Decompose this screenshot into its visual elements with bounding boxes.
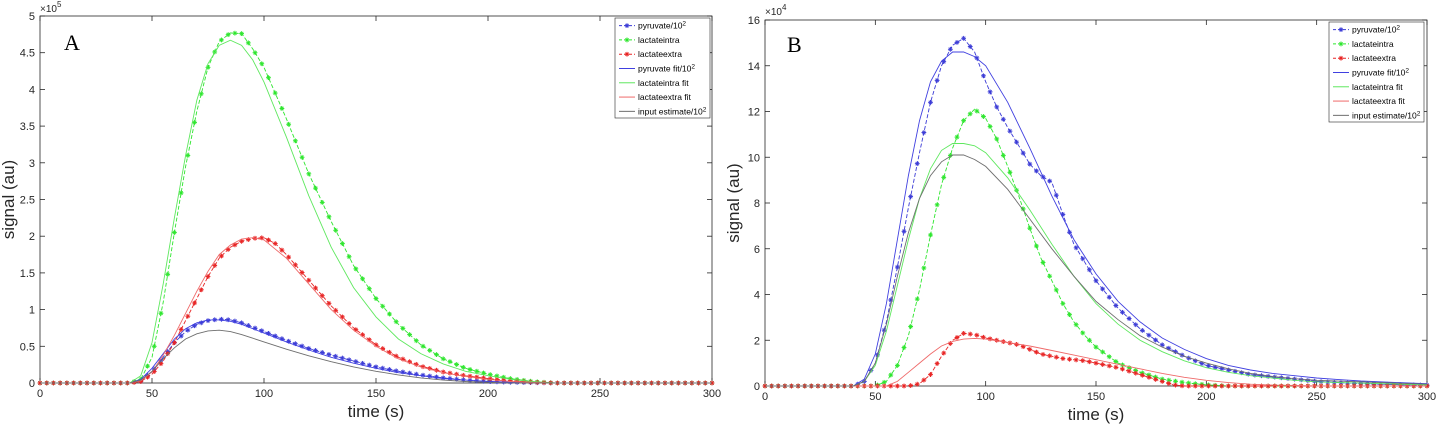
y-exponent-label: ×104: [765, 3, 787, 18]
legend-label: lactateintra: [638, 35, 680, 45]
legend: pyruvate/102 lactateintra lactateextra pyru…: [614, 17, 711, 119]
y-tick-label: 2: [754, 335, 760, 347]
series-4: [40, 39, 712, 384]
series-line: [765, 143, 1428, 387]
series-line: [40, 237, 712, 384]
y-tick-label: 12: [748, 107, 760, 119]
y-tick-label: 8: [754, 198, 760, 210]
x-tick-label: 0: [37, 388, 43, 400]
legend-label: pyruvate/102: [1352, 25, 1400, 35]
x-tick-label: 100: [255, 388, 273, 400]
y-tick-label: 3: [29, 158, 35, 170]
y-tick-label: 16: [748, 15, 760, 27]
y-exponent-label: ×105: [40, 0, 62, 15]
plot-area: [764, 19, 1428, 387]
panel-letter: A: [64, 30, 80, 55]
y-tick-label: 4.5: [20, 48, 35, 60]
legend-label: pyruvate/102: [638, 21, 686, 31]
chart-a: 0 50 100 150 200 250 300 0 0.5 1 1.5 2 2.5 3 3.5 4 4.5 5 ×…: [0, 0, 721, 421]
x-tick-label: 50: [146, 388, 158, 400]
series-5: [765, 337, 1427, 387]
series-4: [765, 143, 1428, 387]
y-tick-label: 2: [29, 231, 35, 243]
legend-label: lactateextra: [1352, 53, 1396, 63]
x-tick-label: 0: [762, 391, 768, 403]
y-tick-label: 5: [29, 11, 35, 23]
x-axis-title: time (s): [348, 402, 405, 421]
legend-label: lactateextra: [638, 49, 682, 59]
series-5: [40, 237, 712, 384]
y-tick-label: 6: [754, 244, 760, 256]
y-tick-label: 4: [29, 84, 35, 96]
y-axis-title: signal (au): [0, 160, 18, 239]
series-line: [765, 154, 1428, 387]
series-3: [40, 319, 712, 384]
x-tick-label: 150: [367, 388, 385, 400]
legend: pyruvate/102 lactateintra lactateextra pyru…: [1328, 21, 1425, 123]
y-tick-label: 0.5: [20, 341, 35, 353]
series-3: [765, 51, 1428, 387]
x-tick-label: 250: [591, 388, 609, 400]
y-tick-label: 2.5: [20, 195, 35, 207]
y-tick-label: 1: [29, 305, 35, 317]
x-tick-label: 300: [703, 388, 721, 400]
series-line: [40, 329, 712, 384]
y-tick-label: 10: [748, 152, 760, 164]
y-tick-label: 0: [29, 378, 35, 390]
x-tick-label: 150: [1087, 391, 1105, 403]
series-line: [765, 51, 1428, 387]
series-line: [40, 39, 712, 384]
x-tick-label: 50: [869, 391, 881, 403]
y-tick-label: 0: [754, 381, 760, 393]
legend-label: input estimate/102: [638, 106, 707, 116]
series-line: [765, 337, 1427, 387]
plot-area: [39, 15, 713, 384]
chart-panel-b: 0 50 100 150 200 250 300 0 2 4 6 8 10 12 14 16 ×104 time …: [726, 0, 1452, 424]
chart-panel-a: 0 50 100 150 200 250 300 0 0.5 1 1.5 2 2.5 3 3.5 4 4.5 5 ×…: [0, 0, 721, 421]
x-axis-title: time (s): [1068, 405, 1125, 424]
x-tick-label: 200: [1197, 391, 1215, 403]
legend-label: lactateintra: [1352, 39, 1394, 49]
y-tick-label: 3.5: [20, 121, 35, 133]
legend-label: lactateextra fit: [638, 92, 692, 102]
panel-letter: B: [787, 32, 802, 57]
y-tick-label: 14: [748, 61, 760, 73]
legend-label: lactateextra fit: [1352, 96, 1406, 106]
series-6: [765, 154, 1428, 387]
x-tick-label: 250: [1307, 391, 1325, 403]
y-tick-label: 1.5: [20, 268, 35, 280]
x-tick-label: 300: [1418, 391, 1436, 403]
x-tick-label: 200: [479, 388, 497, 400]
series-6: [40, 329, 712, 384]
y-axis-title: signal (au): [726, 163, 743, 242]
legend-label: lactateintra fit: [638, 78, 689, 88]
legend-label: input estimate/102: [1352, 110, 1421, 120]
chart-b: 0 50 100 150 200 250 300 0 2 4 6 8 10 12 14 16 ×104 time …: [726, 3, 1436, 424]
legend-label: pyruvate fit/102: [1352, 68, 1409, 78]
series-line: [40, 319, 712, 384]
y-tick-label: 4: [754, 290, 760, 302]
x-tick-label: 100: [976, 391, 994, 403]
legend-label: pyruvate fit/102: [638, 64, 695, 74]
legend-label: lactateintra fit: [1352, 82, 1403, 92]
